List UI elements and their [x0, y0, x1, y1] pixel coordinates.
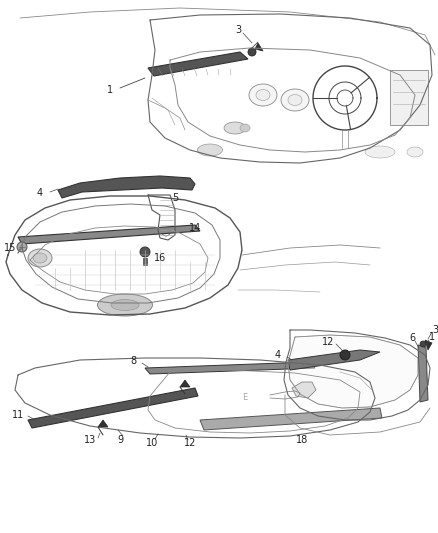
Text: 3: 3: [432, 325, 438, 335]
Ellipse shape: [249, 84, 277, 106]
Text: 16: 16: [154, 253, 166, 263]
Polygon shape: [288, 335, 418, 408]
Circle shape: [17, 242, 27, 252]
Text: 4: 4: [37, 188, 43, 198]
Polygon shape: [288, 350, 380, 370]
Text: 12: 12: [184, 438, 196, 448]
Polygon shape: [200, 408, 382, 430]
Polygon shape: [425, 340, 432, 350]
Polygon shape: [418, 345, 428, 402]
Text: 1: 1: [429, 332, 435, 342]
Text: 18: 18: [296, 435, 308, 445]
Polygon shape: [292, 382, 316, 398]
Text: 10: 10: [146, 438, 158, 448]
Polygon shape: [148, 52, 248, 76]
Ellipse shape: [365, 146, 395, 158]
Text: 13: 13: [84, 435, 96, 445]
Circle shape: [340, 350, 350, 360]
Ellipse shape: [407, 147, 423, 157]
Polygon shape: [98, 420, 108, 427]
Text: 14: 14: [189, 223, 201, 233]
Ellipse shape: [240, 124, 250, 132]
Text: 9: 9: [117, 435, 123, 445]
Polygon shape: [58, 176, 195, 198]
Polygon shape: [143, 258, 147, 265]
Ellipse shape: [198, 144, 223, 156]
Polygon shape: [145, 362, 315, 374]
Ellipse shape: [256, 90, 270, 101]
Ellipse shape: [288, 94, 302, 106]
Circle shape: [162, 228, 170, 236]
Text: 4: 4: [275, 350, 281, 360]
Text: 11: 11: [12, 410, 24, 420]
Circle shape: [420, 341, 426, 347]
Polygon shape: [255, 43, 263, 51]
Polygon shape: [390, 70, 428, 125]
Circle shape: [140, 247, 150, 257]
Text: 3: 3: [235, 25, 241, 35]
Polygon shape: [180, 380, 190, 387]
Ellipse shape: [281, 89, 309, 111]
Ellipse shape: [224, 122, 246, 134]
Ellipse shape: [111, 300, 139, 311]
Text: 5: 5: [172, 193, 178, 203]
Polygon shape: [18, 225, 200, 244]
Circle shape: [248, 48, 256, 56]
Text: 12: 12: [322, 337, 334, 347]
Ellipse shape: [98, 294, 152, 316]
Polygon shape: [28, 388, 198, 428]
Text: 15: 15: [4, 243, 16, 253]
Text: 1: 1: [107, 85, 113, 95]
Text: 6: 6: [409, 333, 415, 343]
Text: 8: 8: [130, 356, 136, 366]
Ellipse shape: [33, 253, 47, 263]
Ellipse shape: [28, 249, 52, 267]
Text: E: E: [242, 392, 247, 401]
